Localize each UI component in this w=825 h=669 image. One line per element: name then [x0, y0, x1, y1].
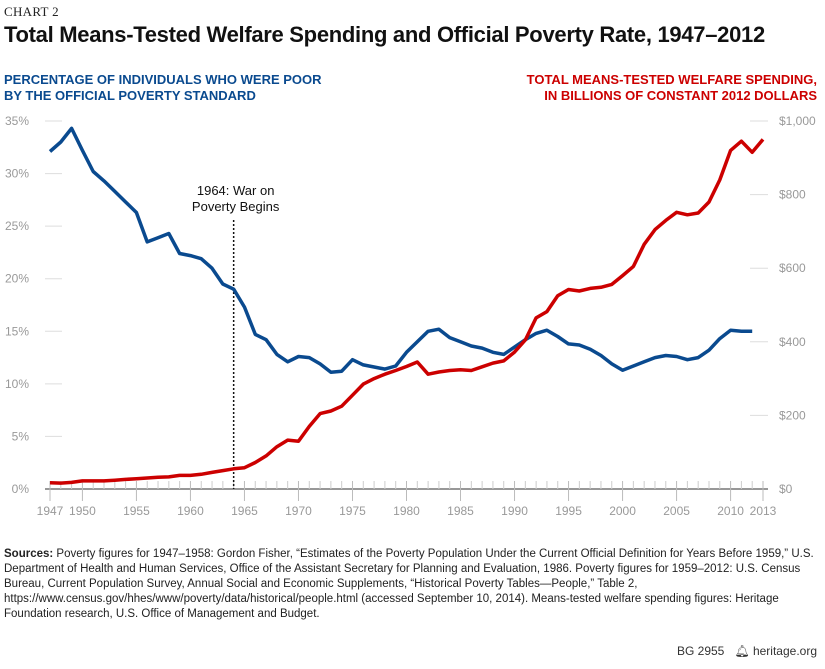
chart-title: Total Means-Tested Welfare Spending and … [4, 22, 765, 47]
bell-icon: 🔔︎ [734, 644, 750, 658]
left-tick-label: 0% [12, 482, 30, 496]
right-tick-label: $600 [779, 261, 806, 275]
report-number: BG 2955 [676, 644, 725, 658]
x-tick-label: 1955 [123, 504, 150, 518]
x-tick-label: 1975 [339, 504, 366, 518]
x-tick-label: 1965 [231, 504, 258, 518]
chart-plot: 0% 5% 10% 15% 20% 25% 30% 35% $0 $200 $400 $600 $800… [5, 114, 816, 518]
sources-note: Sources: Poverty figures for 1947–1958: … [4, 547, 814, 622]
x-tick-label: 2005 [663, 504, 690, 518]
left-tick-label: 30% [5, 167, 29, 181]
right-tick-label: $1,000 [779, 114, 816, 128]
left-tick-label: 35% [5, 114, 29, 128]
right-tick-label: $800 [779, 188, 806, 202]
site-link[interactable]: heritage.org [752, 644, 817, 658]
right-axis-label-line: TOTAL MEANS-TESTED WELFARE SPENDING, [526, 72, 817, 87]
left-tick-label: 20% [5, 272, 29, 286]
x-tick-label: 2013 [750, 504, 777, 518]
x-tick-label: 1980 [393, 504, 420, 518]
right-axis-label-line: IN BILLIONS OF CONSTANT 2012 DOLLARS [544, 88, 817, 103]
x-tick-label: 1960 [177, 504, 204, 518]
x-tick-label: 1970 [285, 504, 312, 518]
annotation-text: Poverty Begins [192, 199, 280, 214]
right-tick-label: $0 [779, 482, 793, 496]
right-tick-label: $200 [779, 408, 806, 422]
welfare-spending-line [49, 138, 765, 485]
chart-label: CHART 2 [4, 4, 59, 19]
right-axis-label: TOTAL MEANS-TESTED WELFARE SPENDING, IN … [527, 72, 817, 104]
x-tick-label: 2000 [609, 504, 636, 518]
left-tick-label: 25% [5, 219, 29, 233]
left-axis-label: PERCENTAGE OF INDIVIDUALS WHO WERE POOR … [4, 72, 322, 104]
x-tick-label: 1947 [37, 504, 64, 518]
poverty-rate-line [48, 126, 753, 375]
left-axis-label-line: PERCENTAGE OF INDIVIDUALS WHO WERE POOR [4, 72, 322, 87]
x-tick-label: 2010 [717, 504, 744, 518]
sources-label: Sources: [4, 548, 54, 560]
footer: BG 2955 🔔︎ heritage.org [677, 644, 817, 658]
x-tick-label: 1950 [69, 504, 96, 518]
x-tick-label: 1985 [447, 504, 474, 518]
sources-text: Poverty figures for 1947–1958: Gordon Fi… [4, 548, 814, 620]
left-tick-label: 5% [12, 429, 30, 443]
left-tick-label: 15% [5, 324, 29, 338]
x-tick-label: 1990 [501, 504, 528, 518]
right-tick-label: $400 [779, 335, 806, 349]
x-tick-label: 1995 [555, 504, 582, 518]
left-axis-label-line: BY THE OFFICIAL POVERTY STANDARD [4, 88, 256, 103]
left-tick-label: 10% [5, 377, 29, 391]
annotation-text: 1964: War on [197, 183, 275, 198]
